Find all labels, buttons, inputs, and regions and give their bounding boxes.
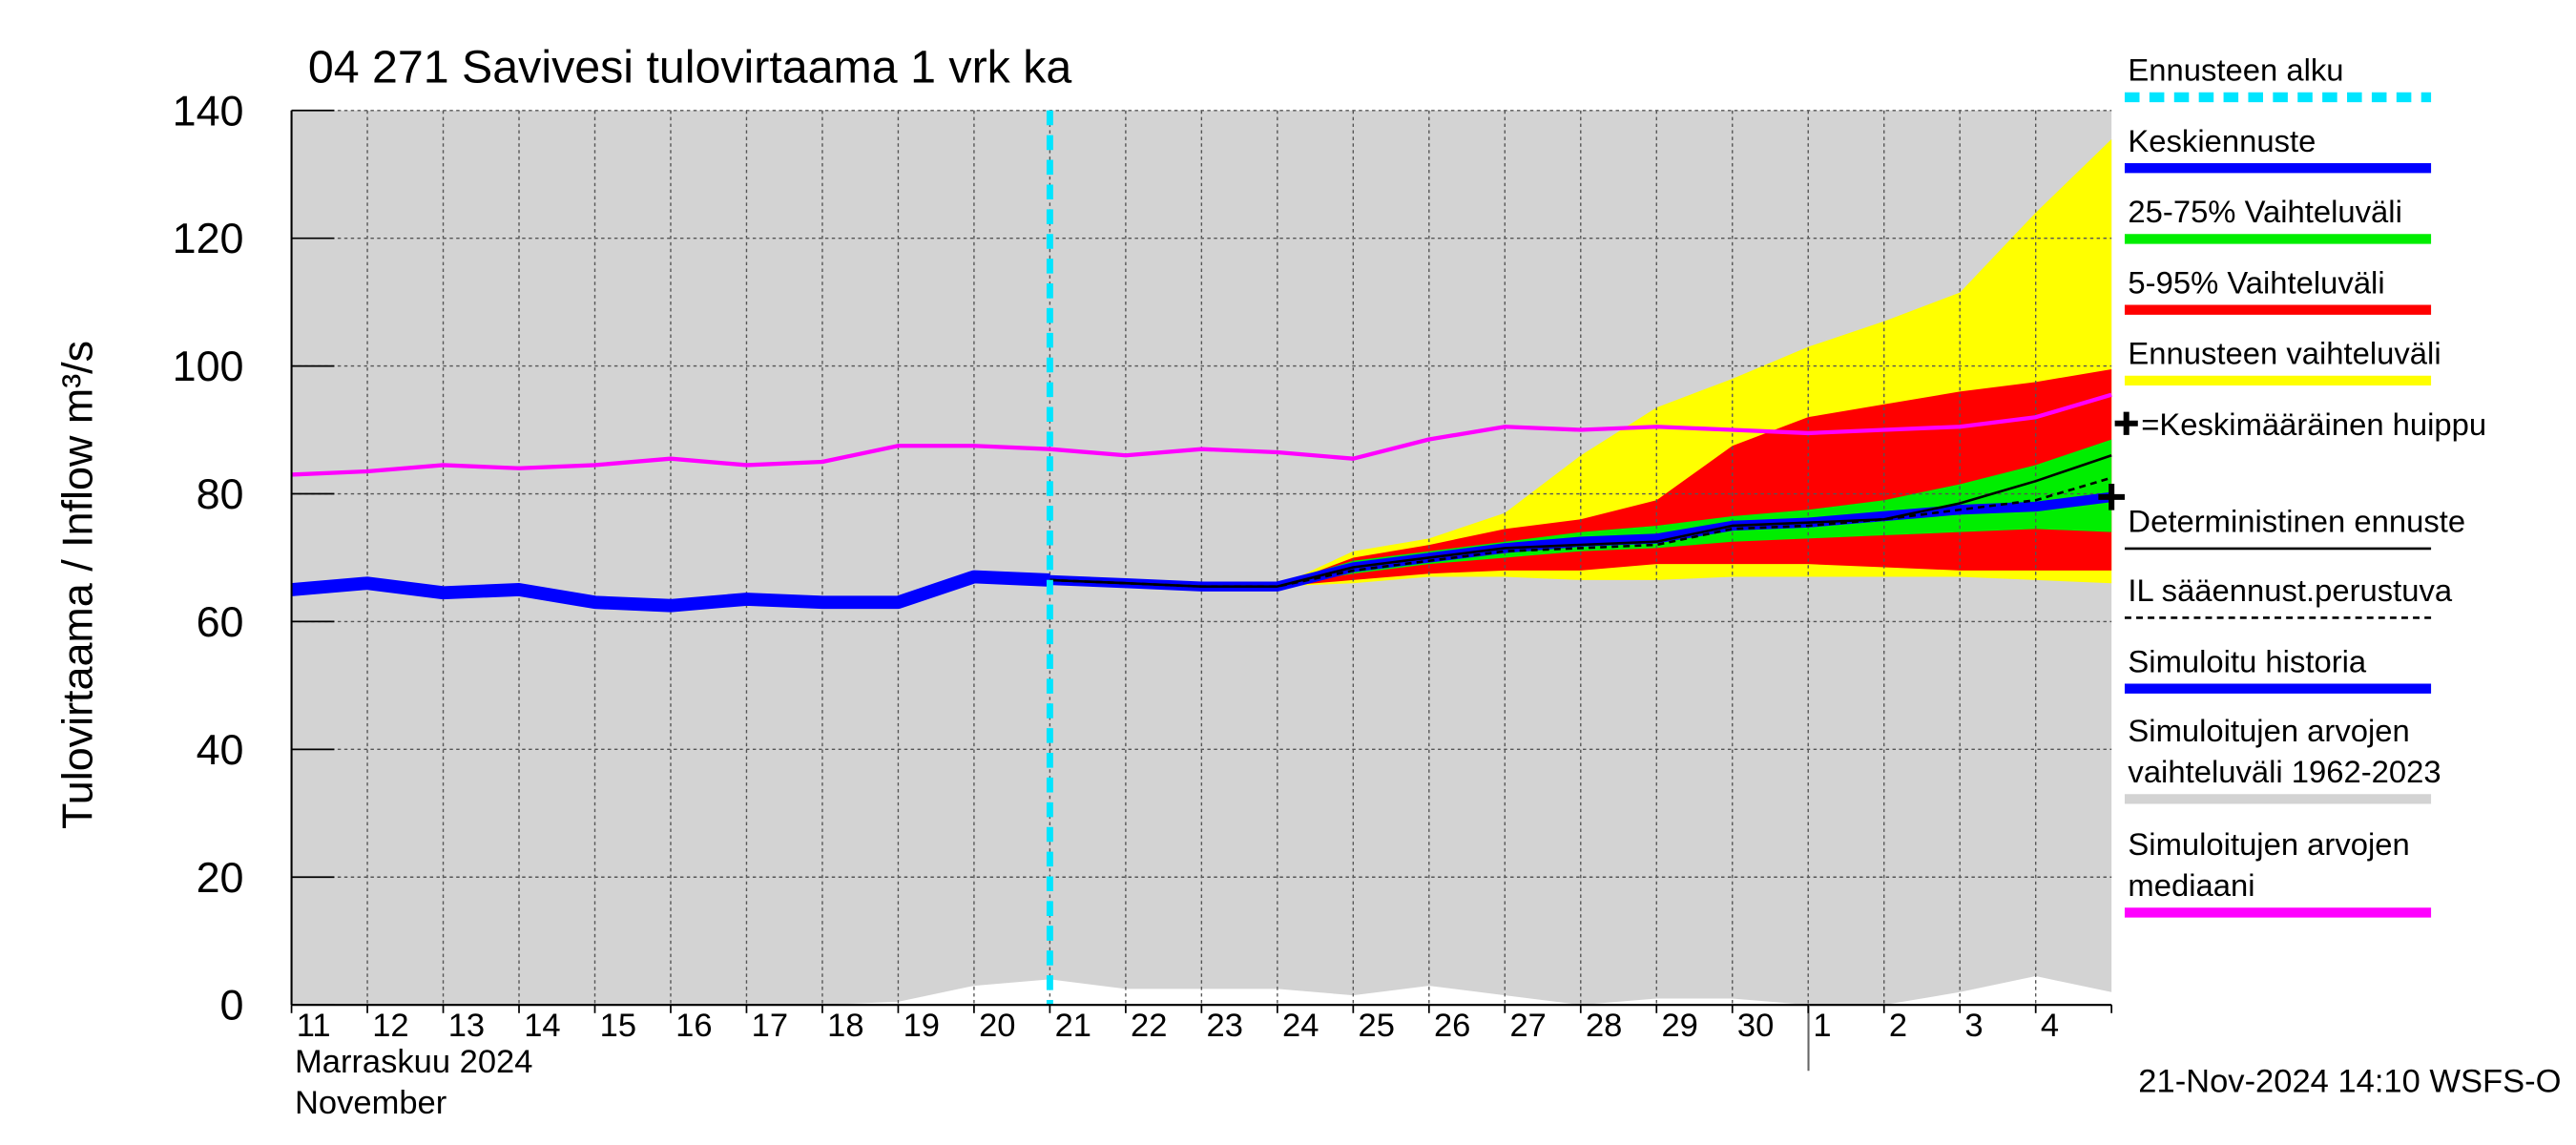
- x-tick-label: 15: [600, 1008, 636, 1044]
- x-tick-label: 28: [1586, 1008, 1622, 1044]
- legend-label: Deterministinen ennuste: [2128, 504, 2465, 539]
- grid: [291, 110, 2112, 1006]
- x-tick-label: 16: [675, 1008, 712, 1044]
- legend: Ennusteen alku Keskiennuste 25-75% Vaihtel…: [2114, 52, 2486, 918]
- legend-label: Simuloitujen arvojen mediaani: [2128, 826, 2409, 903]
- x-tick-label: 12: [372, 1008, 408, 1044]
- x-tick-label: 13: [448, 1008, 485, 1044]
- x-tick-label: 2: [1889, 1008, 1907, 1044]
- series-line: [291, 392, 2112, 477]
- x-tick-label: 19: [904, 1008, 940, 1044]
- x-tick-label: 29: [1661, 1008, 1697, 1044]
- legend-label: 5-95% Vaihteluväli: [2128, 264, 2384, 300]
- legend-label: IL sääennust.perustuva: [2128, 572, 2452, 608]
- x-tick-label: 24: [1282, 1008, 1319, 1044]
- x-tick-label: 14: [524, 1008, 560, 1044]
- legend-label: Ennusteen alku: [2128, 52, 2343, 88]
- x-axis-label: November: [295, 1085, 447, 1121]
- x-tick-label: 17: [752, 1008, 788, 1044]
- series-line: [1049, 476, 2112, 588]
- y-tick-label: 140: [173, 86, 244, 135]
- y-tick-label: 40: [197, 725, 244, 774]
- legend-marker: [2114, 411, 2138, 435]
- y-tick-label: 20: [197, 853, 244, 902]
- x-tick-label: 21: [1055, 1008, 1091, 1044]
- x-tick-label: 22: [1131, 1008, 1167, 1044]
- footer: 21-Nov-2024 14:10 WSFS-O: [2138, 1064, 2561, 1100]
- y-tick-label: 0: [220, 981, 244, 1030]
- series-line: [290, 570, 1050, 613]
- x-tick-label: 26: [1434, 1008, 1470, 1044]
- x-tick-label: 4: [2041, 1008, 2059, 1044]
- legend-label: Simuloitujen arvojen vaihteluväli 1962-20…: [2128, 713, 2441, 789]
- lines: [290, 110, 2125, 1006]
- x-tick-label: 1: [1813, 1008, 1831, 1044]
- chart-title: 04 271 Savivesi tulovirtaama 1 vrk ka: [308, 41, 1072, 93]
- x-axis-label: Marraskuu 2024: [295, 1044, 532, 1080]
- x-tick-label: 20: [979, 1008, 1015, 1044]
- x-tick-label: 11: [297, 1008, 331, 1044]
- y-tick-label: 60: [197, 597, 244, 646]
- legend-label: Simuloitu historia: [2128, 643, 2366, 678]
- legend-label: 25-75% Vaihteluväli: [2128, 194, 2401, 229]
- legend-label: Keskiennuste: [2128, 123, 2316, 158]
- range-band: [291, 110, 2112, 1006]
- y-tick-label: 80: [197, 469, 244, 518]
- y-tick-label: 100: [173, 342, 244, 390]
- legend-label: Ennusteen vaihteluväli: [2128, 336, 2441, 371]
- x-tick-label: 25: [1359, 1008, 1395, 1044]
- x-tick-label: 30: [1737, 1008, 1774, 1044]
- x-tick-label: 3: [1964, 1008, 1983, 1044]
- x-tick-label: 23: [1207, 1008, 1243, 1044]
- x-tick-label: 27: [1509, 1008, 1546, 1044]
- legend-label: =Keskimääräinen huippu: [2141, 406, 2486, 442]
- peak-marker: [2098, 484, 2125, 510]
- x-tick-label: 18: [827, 1008, 863, 1044]
- y-tick-label: 120: [173, 214, 244, 262]
- y-axis-label: Tulovirtaama / Inflow m³/s: [53, 341, 102, 829]
